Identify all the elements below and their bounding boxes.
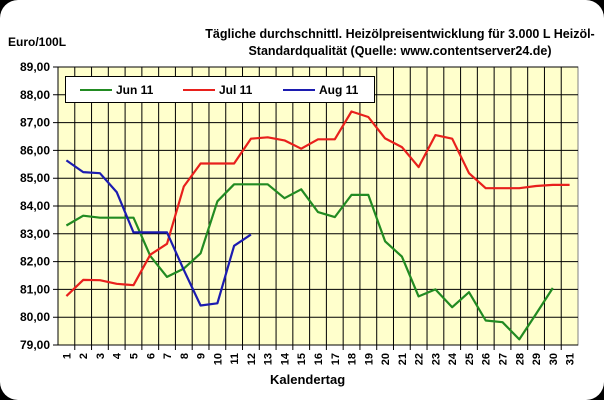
x-tick-label: 13 (263, 353, 275, 365)
x-axis-label: Kalendertag (270, 372, 346, 387)
x-tick-label: 30 (548, 353, 560, 365)
y-tick-label: 84,00 (20, 199, 50, 213)
legend-item-jun: Jun 11 (80, 83, 153, 97)
y-tick-label: 82,00 (20, 255, 50, 269)
chart-title: Tägliche durchschnittl. Heizölpreisentwi… (200, 26, 600, 60)
legend-label-jul: Jul 11 (219, 83, 253, 97)
y-tick-label: 87,00 (20, 116, 50, 130)
legend-item-jul: Jul 11 (183, 83, 252, 97)
x-tick-label: 29 (531, 353, 543, 365)
x-tick-label: 15 (296, 353, 308, 365)
y-tick-label: 80,00 (20, 310, 50, 324)
x-tick-label: 28 (514, 353, 526, 365)
x-tick-label: 12 (246, 353, 258, 365)
series-line-aug-11 (65, 159, 252, 307)
chart-title-line-1: Tägliche durchschnittl. Heizölpreisentwi… (205, 27, 595, 41)
x-tick-label: 14 (279, 352, 291, 365)
legend: Jun 11 Jul 11 Aug 11 (65, 76, 375, 103)
x-tick-label: 5 (128, 353, 140, 359)
x-tick-label: 19 (363, 353, 375, 365)
legend-label-aug: Aug 11 (319, 83, 359, 97)
x-tick-label: 11 (229, 353, 241, 365)
y-tick-label: 83,00 (20, 227, 50, 241)
legend-swatch-aug (283, 89, 315, 91)
legend-item-aug: Aug 11 (283, 83, 358, 97)
x-tick-label: 9 (196, 353, 208, 359)
x-tick-label: 26 (481, 353, 493, 365)
x-tick-label: 27 (498, 353, 510, 365)
x-tick-label: 16 (313, 353, 325, 365)
x-tick-label: 23 (430, 353, 442, 365)
legend-label-jun: Jun 11 (116, 83, 154, 97)
x-tick-label: 2 (78, 353, 90, 359)
y-tick-label: 86,00 (20, 143, 50, 157)
x-tick-label: 17 (330, 353, 342, 365)
chart-title-line-2: Standardqualität (Quelle: www.contentser… (248, 44, 552, 58)
y-tick-label: 81,00 (20, 282, 50, 296)
x-tick-label: 7 (162, 353, 174, 359)
x-tick-label: 10 (212, 353, 224, 365)
x-tick-label: 8 (179, 353, 191, 359)
x-tick-label: 3 (95, 353, 107, 359)
legend-swatch-jun (80, 89, 112, 91)
x-tick-label: 25 (464, 353, 476, 365)
legend-swatch-jul (183, 89, 215, 91)
series-line-jun-11 (65, 183, 554, 341)
x-tick-label: 20 (380, 353, 392, 365)
x-tick-label: 22 (414, 353, 426, 365)
x-tick-label: 18 (347, 353, 359, 365)
y-tick-label: 85,00 (20, 171, 50, 185)
x-tick-label: 6 (145, 353, 157, 359)
x-tick-label: 24 (447, 352, 459, 365)
y-axis-label: Euro/100L (8, 35, 67, 49)
y-tick-label: 79,00 (20, 338, 50, 352)
x-tick-label: 31 (565, 353, 577, 365)
x-tick-label: 4 (112, 352, 124, 359)
y-tick-label: 88,00 (20, 88, 50, 102)
y-tick-label: 89,00 (20, 60, 50, 74)
series-line-jul-11 (65, 110, 570, 297)
x-tick-label: 1 (61, 353, 73, 359)
x-tick-label: 21 (397, 353, 409, 365)
